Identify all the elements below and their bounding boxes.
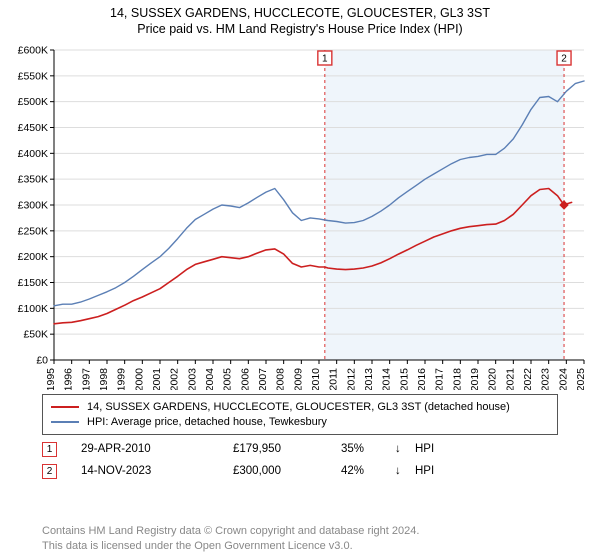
- y-tick-label: £550K: [18, 70, 48, 82]
- title-line-2: Price paid vs. HM Land Registry's House …: [0, 22, 600, 36]
- legend: 14, SUSSEX GARDENS, HUCCLECOTE, GLOUCEST…: [42, 394, 558, 435]
- marker-date: 14-NOV-2023: [81, 465, 233, 477]
- x-tick-label: 1995: [45, 368, 57, 390]
- marker-date: 29-APR-2010: [81, 443, 233, 455]
- x-tick-label: 2021: [504, 368, 516, 390]
- x-tick-label: 2005: [222, 368, 234, 390]
- y-tick-label: £150K: [18, 277, 48, 289]
- legend-swatch: [51, 421, 79, 423]
- event-badge-number: 1: [322, 54, 328, 65]
- marker-pct: 42%: [341, 465, 395, 477]
- x-tick-label: 2006: [239, 368, 251, 390]
- y-tick-label: £500K: [18, 96, 48, 108]
- x-tick-label: 2022: [522, 368, 534, 390]
- marker-pct: 35%: [341, 443, 395, 455]
- legend-row: 14, SUSSEX GARDENS, HUCCLECOTE, GLOUCEST…: [51, 399, 549, 414]
- x-tick-label: 1999: [116, 368, 128, 390]
- x-tick-label: 2010: [310, 368, 322, 390]
- x-tick-label: 1996: [63, 368, 75, 390]
- x-tick-label: 2025: [575, 368, 587, 390]
- marker-badge: 2: [42, 464, 57, 479]
- chart: £0 £50K £100K £150K £200K £250K £300K £350K £400…: [8, 44, 592, 390]
- down-arrow-icon: ↓: [395, 465, 415, 477]
- x-tick-label: 2003: [186, 368, 198, 390]
- x-tick-label: 2009: [292, 368, 304, 390]
- legend-swatch: [51, 406, 79, 408]
- x-tick-label: 2017: [434, 368, 446, 390]
- y-tick-label: £300K: [18, 200, 48, 212]
- footer-line-1: Contains HM Land Registry data © Crown c…: [42, 524, 419, 539]
- x-tick-label: 2008: [275, 368, 287, 390]
- chart-container: 14, SUSSEX GARDENS, HUCCLECOTE, GLOUCEST…: [0, 0, 600, 560]
- footer: Contains HM Land Registry data © Crown c…: [42, 524, 419, 554]
- marker-price: £300,000: [233, 465, 341, 477]
- legend-label: 14, SUSSEX GARDENS, HUCCLECOTE, GLOUCEST…: [87, 401, 510, 413]
- x-tick-label: 2019: [469, 368, 481, 390]
- event-badge-number: 2: [561, 54, 567, 65]
- x-tick-label: 2013: [363, 368, 375, 390]
- y-tick-label: £100K: [18, 303, 48, 315]
- legend-row: HPI: Average price, detached house, Tewk…: [51, 414, 549, 429]
- x-tick-label: 2016: [416, 368, 428, 390]
- x-tick-label: 2020: [487, 368, 499, 390]
- x-tick-label: 2023: [540, 368, 552, 390]
- footer-line-2: This data is licensed under the Open Gov…: [42, 539, 419, 554]
- x-tick-label: 2012: [345, 368, 357, 390]
- y-tick-label: £450K: [18, 122, 48, 134]
- x-tick-label: 2024: [557, 368, 569, 390]
- y-tick-label: £250K: [18, 225, 48, 237]
- y-tick-label: £200K: [18, 251, 48, 263]
- x-tick-label: 1998: [98, 368, 110, 390]
- x-tick-label: 2000: [133, 368, 145, 390]
- x-tick-label: 1997: [80, 368, 92, 390]
- legend-label: HPI: Average price, detached house, Tewk…: [87, 416, 327, 428]
- x-tick-label: 2002: [169, 368, 181, 390]
- title-line-1: 14, SUSSEX GARDENS, HUCCLECOTE, GLOUCEST…: [0, 6, 600, 20]
- y-tick-label: £350K: [18, 174, 48, 186]
- x-tick-label: 2004: [204, 368, 216, 390]
- x-tick-label: 2011: [328, 368, 340, 390]
- x-tick-label: 2018: [451, 368, 463, 390]
- marker-hpi-label: HPI: [415, 443, 434, 455]
- x-tick-label: 2007: [257, 368, 269, 390]
- y-tick-label: £600K: [18, 45, 48, 57]
- title-block: 14, SUSSEX GARDENS, HUCCLECOTE, GLOUCEST…: [0, 0, 600, 36]
- y-tick-label: £400K: [18, 148, 48, 160]
- down-arrow-icon: ↓: [395, 443, 415, 455]
- chart-svg: £0 £50K £100K £150K £200K £250K £300K £350K £400…: [8, 44, 592, 390]
- y-tick-label: £0: [36, 355, 48, 367]
- marker-row: 2 14-NOV-2023£300,00042%↓HPI: [42, 460, 558, 482]
- marker-badge: 1: [42, 442, 57, 457]
- marker-hpi-label: HPI: [415, 465, 434, 477]
- y-tick-label: £50K: [23, 329, 48, 341]
- x-tick-label: 2015: [398, 368, 410, 390]
- x-tick-label: 2014: [381, 368, 393, 390]
- marker-price: £179,950: [233, 443, 341, 455]
- marker-table: 1 29-APR-2010£179,95035%↓HPI 2 14-NOV-2023£…: [42, 438, 558, 482]
- x-tick-label: 2001: [151, 368, 163, 390]
- marker-row: 1 29-APR-2010£179,95035%↓HPI: [42, 438, 558, 460]
